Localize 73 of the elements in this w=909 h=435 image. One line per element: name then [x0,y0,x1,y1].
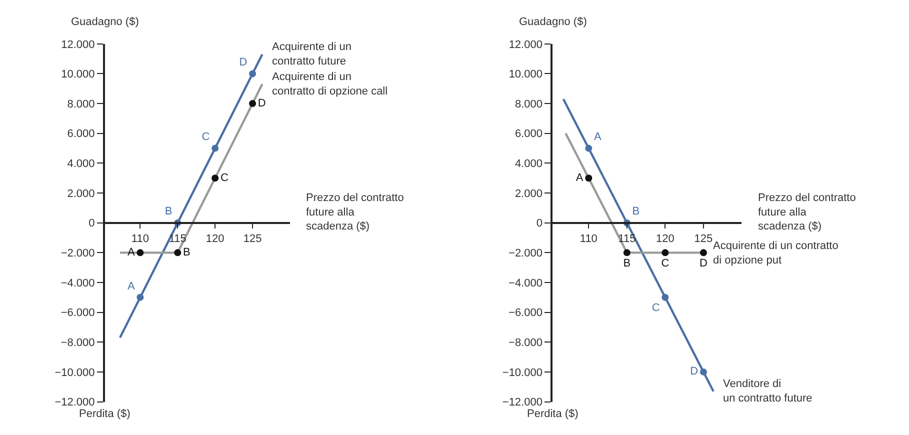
x-tick-label: 120 [656,232,674,245]
text: Perdita ($) [79,408,130,420]
x-tick-label: 110 [580,232,598,245]
y-tick-label: 6.000 [514,128,542,140]
data-label: B [164,206,172,218]
point [585,144,592,152]
data-label: D [258,97,266,110]
y-tick-label: 8.000 [67,98,95,110]
point [249,70,256,78]
y-tick-label: 6.000 [67,128,95,140]
y-axis-title: Guadagno ($) [519,16,587,28]
data-label: A [594,131,602,144]
y-tick-label: 10.000 [508,68,542,81]
y-tick-label: −12.000 [54,396,95,409]
point [585,174,592,182]
data-label: A [127,280,136,292]
x-tick-label: 125 [243,232,262,245]
y-tick-label: 4.000 [514,158,542,170]
point [662,294,669,301]
data-label: A [127,246,136,258]
data-label: C [220,172,228,184]
y-tick-label: −8.000 [60,336,95,349]
x-axis-title: Prezzo del contratto future alla scadenza ($) [306,192,404,233]
y-tick-label: −2.000 [60,248,95,260]
series-label: Venditore di un contratto future [723,378,812,404]
y-tick-label: −10.000 [502,366,542,379]
data-label: B [183,246,190,258]
point [136,249,144,256]
y-tick-label: 0 [88,218,95,230]
data-label: B [623,257,631,270]
data-label: C [661,257,670,270]
data-label: B [632,206,640,218]
text: Perdita ($) [527,408,578,420]
data-label: C [652,302,660,314]
point [212,144,219,152]
y-tick-label: −10.000 [54,366,95,379]
y-tick-label: 10.000 [61,68,95,81]
data-label: D [690,366,698,378]
x-tick-label: 115 [168,232,186,245]
y-tick-label: 12.000 [508,38,542,51]
data-label: D [699,257,708,270]
data-label: D [239,56,248,69]
y-axis-title: Guadagno ($) [71,16,139,28]
y-tick-label: 2.000 [514,188,542,200]
point [249,100,256,108]
point [700,249,707,256]
y-tick-label: 8.000 [514,98,542,110]
point [174,249,182,256]
y-tick-label: −4.000 [60,277,95,290]
series-label: Acquirente di un contratto di opzione call [272,71,388,98]
y-tick-label: −12.000 [502,396,542,409]
series-label: Acquirente di un contratto future [272,41,352,68]
x-axis-title: Prezzo del contratto future alla scadenza ($) [758,192,856,233]
point [700,368,707,376]
data-label: C [202,131,210,144]
y-tick-label: −8.000 [508,336,542,349]
x-tick-label: 125 [694,232,713,245]
y-tick-label: −2.000 [508,248,542,260]
y-tick-label: −6.000 [508,307,542,320]
point [136,294,144,301]
y-tick-label: 2.000 [67,188,95,200]
x-tick-label: 110 [131,232,149,245]
y-tick-label: −4.000 [508,277,542,290]
y-tick-label: 4.000 [67,158,95,170]
point [212,174,219,182]
y-tick-label: 12.000 [61,38,95,51]
data-label: A [576,172,584,184]
series-label: Acquirente di un contratto di opzione put [713,240,838,266]
y-tick-label: 0 [536,218,542,230]
x-tick-label: 120 [206,232,224,245]
point [662,249,669,256]
y-tick-label: −6.000 [60,307,95,320]
point [623,249,630,256]
